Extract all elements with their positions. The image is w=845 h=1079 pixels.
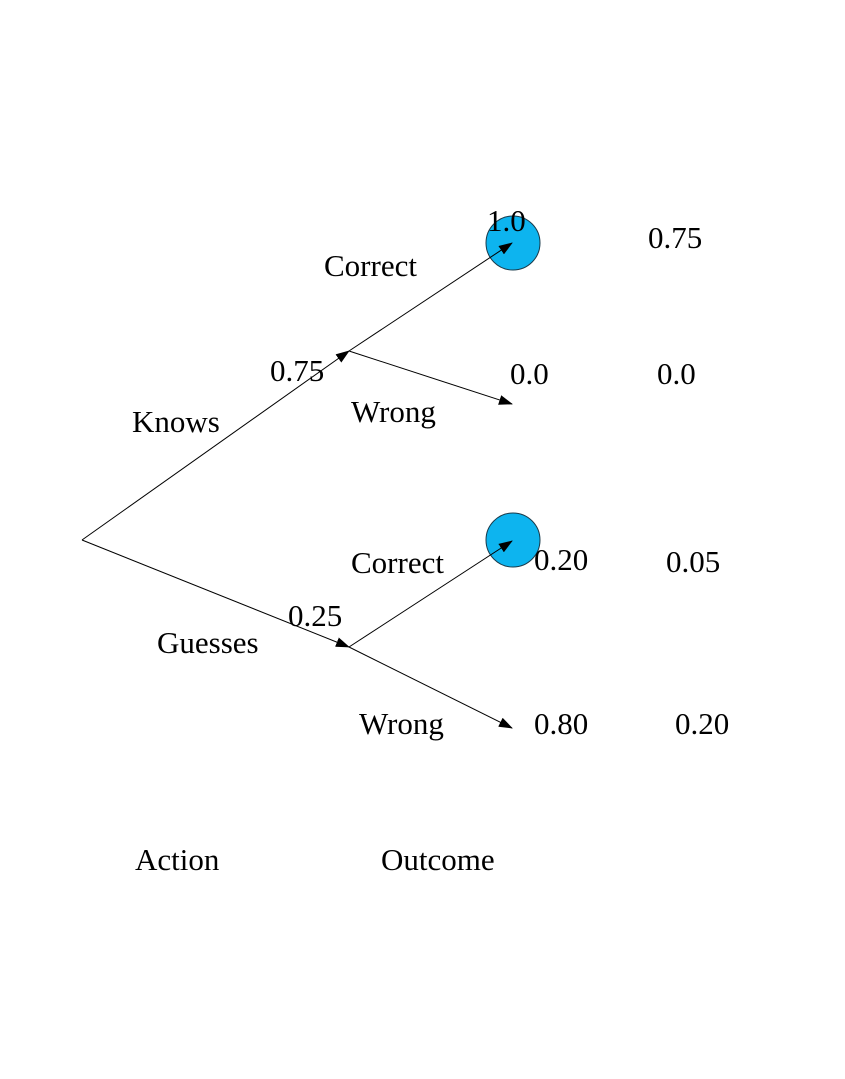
edge-root-guesses — [81, 539, 350, 648]
column-label-outcome: Outcome — [381, 842, 495, 877]
edge-knows-correct — [348, 242, 513, 352]
outcome-probability-guesses-wrong: 0.80 — [534, 706, 588, 741]
knows-correct-highlight-dot — [485, 215, 541, 271]
joint-probability-knows-correct: 0.75 — [648, 220, 702, 255]
joint-probability-guesses-wrong: 0.20 — [675, 706, 729, 741]
branch-probability-guesses: 0.25 — [288, 598, 342, 633]
edge-guesses-wrong — [348, 646, 513, 729]
branch-label-knows: Knows — [132, 404, 220, 439]
guesses-correct-highlight-dot — [485, 512, 541, 568]
edge-guesses-correct — [348, 540, 513, 648]
outcome-probability-knows-correct: 1.0 — [487, 203, 526, 238]
branch-probability-knows: 0.75 — [270, 353, 324, 388]
edge-root-knows — [81, 350, 350, 541]
outcome-probability-guesses-correct: 0.20 — [534, 542, 588, 577]
branch-label-guesses: Guesses — [157, 625, 259, 660]
outcome-probability-knows-wrong: 0.0 — [510, 356, 549, 391]
outcome-label-guesses-wrong: Wrong — [359, 706, 444, 741]
joint-probability-knows-wrong: 0.0 — [657, 356, 696, 391]
outcome-label-guesses-correct: Correct — [351, 545, 444, 580]
outcome-label-knows-wrong: Wrong — [351, 394, 436, 429]
joint-probability-guesses-correct: 0.05 — [666, 544, 720, 579]
edge-knows-wrong — [348, 350, 513, 405]
column-label-action: Action — [135, 842, 220, 877]
outcome-label-knows-correct: Correct — [324, 248, 417, 283]
